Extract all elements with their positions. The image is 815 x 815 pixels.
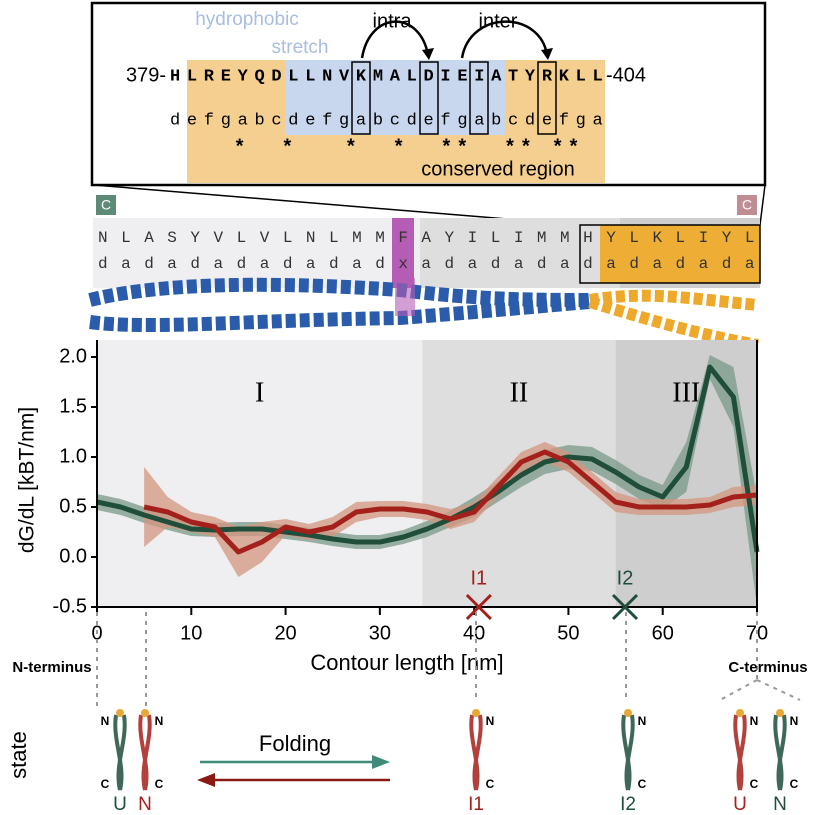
- residue-boxes: [351, 61, 557, 135]
- line: [143, 449, 758, 555]
- label: C: [742, 197, 752, 213]
- y-tick-label: 1.0: [59, 445, 87, 467]
- x-tick-label: 40: [463, 622, 485, 644]
- terminus: [472, 709, 480, 717]
- y-tick-label: -0.5: [53, 595, 87, 617]
- stars: * * * * ** ** **: [170, 137, 583, 160]
- state-label: N: [773, 794, 787, 815]
- inset-frame: [90, 1, 767, 187]
- arrowhead: [422, 48, 434, 60]
- sequence: NLASYVLVLNLMMFAYILIMMHYLKLIYL: [98, 229, 768, 247]
- state-top: N: [486, 714, 495, 728]
- x-tick-label: 50: [557, 622, 579, 644]
- f-helix: [395, 278, 415, 316]
- region-label: II: [510, 377, 529, 408]
- cap: [96, 195, 116, 215]
- state-bottom: C: [638, 777, 647, 791]
- terminus: [141, 709, 149, 717]
- x-tick-label: 10: [180, 622, 202, 644]
- terminus: [624, 709, 632, 717]
- error-band: [144, 442, 758, 577]
- helix: [589, 289, 759, 311]
- zoom-box: [579, 224, 761, 284]
- terminus: [776, 709, 784, 717]
- guides: [96, 612, 801, 710]
- region-label: I: [255, 377, 264, 408]
- orange-highlight: [600, 225, 760, 283]
- label: hydrophobic: [195, 9, 299, 30]
- hairpin: [113, 714, 127, 791]
- state-label: N: [138, 794, 152, 815]
- heptad: dadadadadadadxadadadadadadada: [98, 255, 768, 273]
- label: conserved region: [421, 158, 574, 180]
- marker-label: I2: [617, 567, 634, 589]
- error-band: [97, 355, 757, 607]
- y-tick-label: 2.0: [59, 345, 87, 367]
- label: -404: [606, 64, 646, 86]
- arrowhead: [197, 773, 215, 787]
- hairpin: [773, 714, 787, 791]
- helix: [588, 296, 760, 351]
- state-top: N: [638, 714, 647, 728]
- state-label: U: [113, 794, 127, 815]
- hairpin: [469, 714, 483, 791]
- label: inter: [479, 10, 518, 32]
- label: Folding: [259, 731, 331, 756]
- label: C: [101, 197, 111, 213]
- region-label: III: [672, 377, 700, 408]
- y-tick-label: 0.0: [59, 545, 87, 567]
- arrowhead: [372, 755, 390, 769]
- sequence: HLREYQDLLNVKMALDIEIATYRKLL: [170, 67, 609, 86]
- state-bottom: C: [101, 777, 110, 791]
- label: N-terminus: [12, 659, 91, 676]
- terminus: [736, 709, 744, 717]
- label: C-terminus: [728, 659, 807, 676]
- label: stretch: [271, 37, 328, 58]
- line: [96, 364, 760, 553]
- marker: [611, 593, 639, 621]
- state-top: N: [790, 714, 799, 728]
- x-tick-label: 60: [652, 622, 674, 644]
- state-label: U: [733, 794, 747, 815]
- hairpin: [733, 714, 747, 791]
- y-tick-label: 0.5: [59, 495, 87, 517]
- plot: I II III-0.50.50.01.01.52.00 10 20 30 40 50 60 70…: [53, 340, 768, 644]
- bg: [93, 218, 420, 288]
- hairpin: [138, 714, 152, 791]
- marker: [465, 593, 492, 621]
- terminus: [116, 709, 124, 717]
- f-highlight: [392, 218, 414, 288]
- state-label: I2: [620, 794, 636, 815]
- arrowhead: [541, 48, 553, 60]
- state-bottom: C: [790, 777, 799, 791]
- marker-label: I1: [471, 567, 488, 589]
- hairpin: [621, 714, 635, 791]
- state-top: N: [101, 714, 110, 728]
- state-bottom: C: [486, 777, 495, 791]
- y-tick-label: 1.5: [59, 395, 87, 417]
- x-tick-label: 20: [274, 622, 296, 644]
- label: 379-: [126, 64, 166, 86]
- state-top: N: [750, 714, 759, 728]
- state-bottom: C: [750, 777, 759, 791]
- zoom-line: [759, 184, 766, 226]
- x-axis-label: Contour length [nm]: [310, 650, 503, 675]
- bg: [420, 218, 620, 288]
- x-tick-label: 30: [369, 622, 391, 644]
- cap: [737, 195, 757, 215]
- helix: [89, 295, 591, 333]
- state-bottom: C: [155, 777, 164, 791]
- state-top: N: [155, 714, 164, 728]
- y-axis-label: dG/dL [kBT/nm]: [16, 407, 39, 553]
- intra-arrow: [360, 20, 430, 59]
- label: state: [6, 731, 31, 779]
- heptad: defgabcdefgabcdefgabcdefga: [170, 111, 609, 130]
- helix: [88, 277, 591, 307]
- state-label: I1: [468, 794, 484, 815]
- label: intra: [373, 10, 413, 32]
- hydrophobic-shade: [285, 60, 505, 135]
- inter-arrow: [460, 20, 549, 59]
